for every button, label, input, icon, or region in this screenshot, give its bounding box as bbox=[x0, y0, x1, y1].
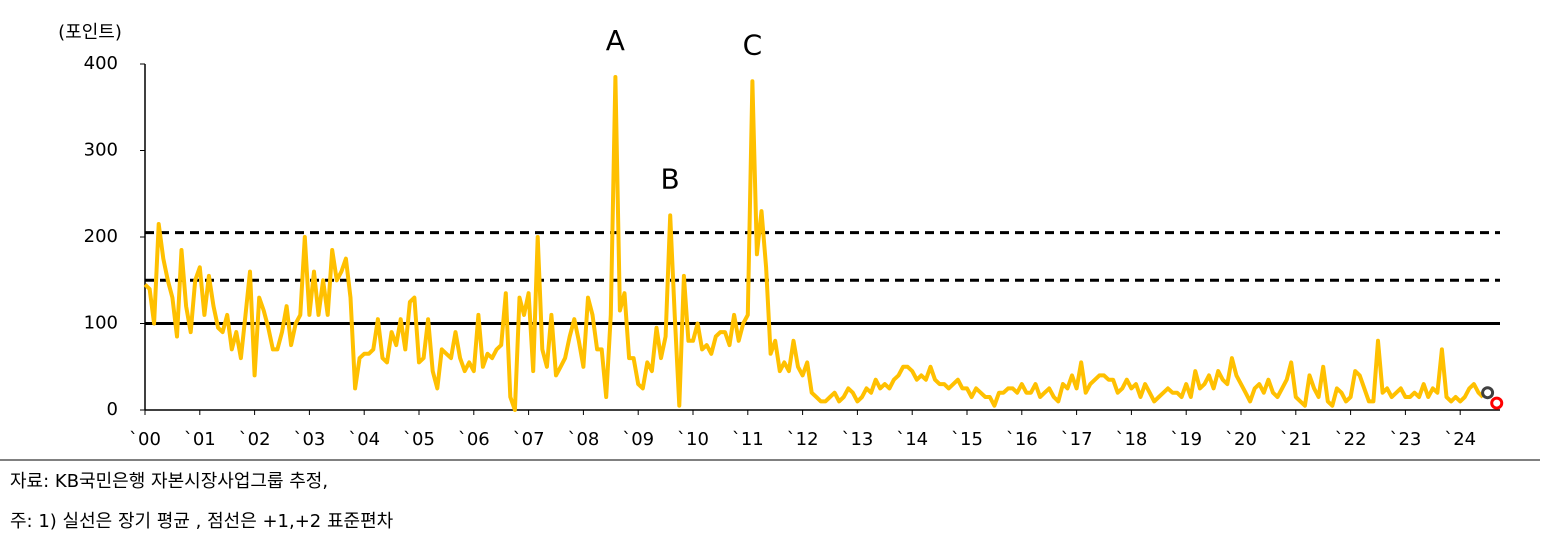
x-tick-label: `17 bbox=[1061, 429, 1093, 450]
x-tick-label: `00 bbox=[129, 429, 161, 450]
x-tick-label: `16 bbox=[1006, 429, 1038, 450]
x-tick-label: `12 bbox=[787, 429, 819, 450]
x-tick-label: `08 bbox=[567, 429, 599, 450]
x-tick-label: `15 bbox=[951, 429, 983, 450]
annotation: C bbox=[743, 28, 763, 61]
x-tick-label: `18 bbox=[1115, 429, 1147, 450]
x-tick-label: `21 bbox=[1280, 429, 1312, 450]
note: 주: 1) 실선은 장기 평균 , 점선은 +1,+2 표준편차 bbox=[10, 511, 394, 532]
y-tick-label: 100 bbox=[84, 313, 118, 334]
series-line bbox=[143, 75, 1485, 412]
x-tick-label: `07 bbox=[513, 429, 545, 450]
x-tick-label: `23 bbox=[1389, 429, 1421, 450]
y-axis-label: (포인트) bbox=[58, 22, 122, 43]
x-tick-label: `03 bbox=[293, 429, 325, 450]
x-tick-label: `01 bbox=[184, 429, 216, 450]
point-marker bbox=[1490, 396, 1504, 410]
y-tick-label: 200 bbox=[84, 226, 118, 247]
x-tick-label: `11 bbox=[732, 429, 764, 450]
x-tick-label: `24 bbox=[1444, 429, 1476, 450]
annotation: B bbox=[661, 162, 680, 195]
y-tick-label: 0 bbox=[107, 399, 118, 420]
y-tick-label: 400 bbox=[84, 53, 118, 74]
x-tick-label: `04 bbox=[348, 429, 380, 450]
x-tick-label: `05 bbox=[403, 429, 435, 450]
x-tick-label: `10 bbox=[677, 429, 709, 450]
note: 자료: KB국민은행 자본시장사업그룹 추정, bbox=[10, 471, 328, 492]
y-tick-label: 300 bbox=[84, 140, 118, 161]
annotation: A bbox=[606, 24, 625, 57]
x-tick-label: `14 bbox=[896, 429, 928, 450]
x-tick-label: `09 bbox=[622, 429, 654, 450]
x-tick-label: `06 bbox=[458, 429, 490, 450]
x-tick-label: `19 bbox=[1170, 429, 1202, 450]
x-tick-label: `20 bbox=[1225, 429, 1257, 450]
x-tick-label: `02 bbox=[239, 429, 271, 450]
point-marker bbox=[1481, 386, 1495, 400]
x-tick-label: `13 bbox=[841, 429, 873, 450]
x-tick-label: `22 bbox=[1335, 429, 1367, 450]
